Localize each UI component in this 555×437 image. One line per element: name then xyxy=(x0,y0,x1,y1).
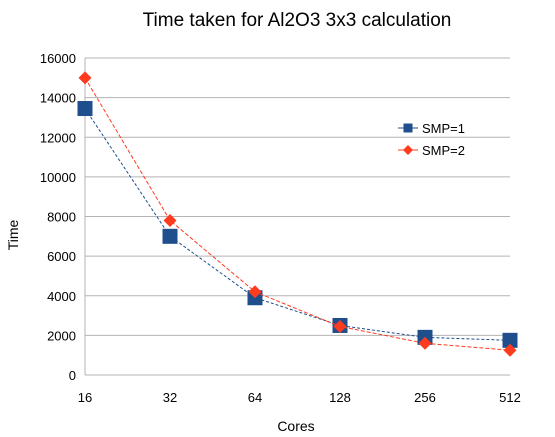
legend-marker xyxy=(403,123,413,133)
series-smp-2 xyxy=(78,71,517,357)
y-tick-label: 12000 xyxy=(40,130,76,145)
x-tick-label: 128 xyxy=(329,390,351,405)
y-axis-title: Time xyxy=(5,219,21,250)
x-tick-label: 16 xyxy=(78,390,92,405)
y-tick-label: 14000 xyxy=(40,91,76,106)
x-axis-title: Cores xyxy=(277,418,314,434)
y-tick-label: 2000 xyxy=(47,328,76,343)
y-tick-label: 8000 xyxy=(47,210,76,225)
x-tick-label: 64 xyxy=(248,390,262,405)
data-point xyxy=(502,332,518,348)
series-layer xyxy=(77,71,518,357)
data-point xyxy=(333,319,347,333)
legend-label: SMP=1 xyxy=(422,121,465,136)
x-tick-label: 256 xyxy=(414,390,436,405)
y-tick-label: 16000 xyxy=(40,51,76,66)
series-line xyxy=(84,108,511,341)
y-tick-label: 4000 xyxy=(47,289,76,304)
tick-labels: 0 2000 4000 6000 8000 10000 12000 14000 16000 16 3… xyxy=(40,51,521,405)
data-point xyxy=(248,285,262,299)
x-tick-label: 32 xyxy=(163,390,177,405)
legend-item: SMP=2 xyxy=(398,143,465,158)
y-tick-label: 6000 xyxy=(47,249,76,264)
data-point xyxy=(163,213,177,227)
series-smp-1 xyxy=(77,101,518,348)
y-tick-label: 10000 xyxy=(40,170,76,185)
legend-label: SMP=2 xyxy=(422,143,465,158)
x-tick-label: 512 xyxy=(499,390,521,405)
gridlines xyxy=(85,57,510,336)
data-point xyxy=(162,228,178,244)
legend: SMP=1 SMP=2 xyxy=(398,121,465,158)
data-point xyxy=(503,343,517,357)
data-point xyxy=(418,336,432,350)
data-point xyxy=(78,71,92,85)
legend-marker xyxy=(403,145,413,155)
chart-title: Time taken for Al2O3 3x3 calculation xyxy=(143,10,452,31)
legend-item: SMP=1 xyxy=(398,121,465,136)
data-point xyxy=(77,101,93,117)
y-tick-label: 0 xyxy=(69,368,76,383)
series-line xyxy=(84,77,511,351)
